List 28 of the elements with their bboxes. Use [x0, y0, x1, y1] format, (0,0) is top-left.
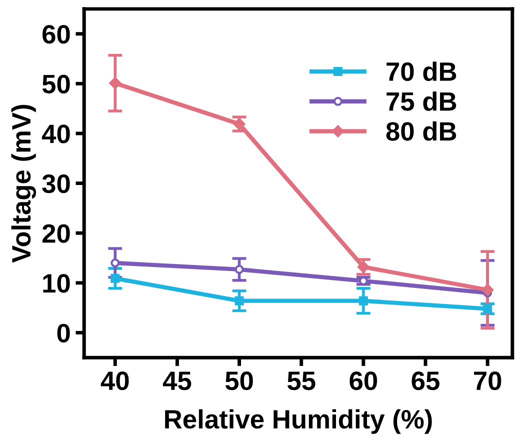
y-axis-title: Voltage (mV): [11, 104, 36, 263]
y-tick-label: 40: [42, 124, 70, 144]
legend-label: 75 dB: [386, 92, 456, 111]
point: [109, 77, 122, 90]
x-tick-label: 40: [100, 371, 129, 390]
point: [358, 296, 368, 306]
point: [110, 258, 120, 268]
x-tick-label: 50: [225, 371, 253, 390]
point: [482, 284, 494, 296]
x-tick-label: 65: [412, 371, 440, 390]
x-tick-label: 55: [287, 372, 316, 390]
legend-label: 70 dB: [386, 62, 456, 82]
point: [357, 260, 370, 273]
x-tick-label: 70: [474, 371, 502, 390]
point: [234, 296, 244, 306]
point: [234, 264, 244, 274]
point: [483, 304, 492, 314]
y-tick-label: 60: [42, 24, 70, 44]
y-tick-label: 0: [57, 324, 70, 343]
x-tick-label: 45: [162, 372, 192, 390]
point: [110, 274, 120, 283]
y-tick-label: 20: [42, 224, 70, 243]
y-tick-label: 50: [42, 74, 70, 94]
y-tick-label: 30: [42, 174, 70, 194]
x-tick-label: 60: [350, 371, 378, 390]
x-axis-title: Relative Humidity (%): [165, 409, 432, 434]
y-tick-label: 10: [43, 274, 70, 293]
legend-label: 80 dB: [386, 121, 456, 141]
